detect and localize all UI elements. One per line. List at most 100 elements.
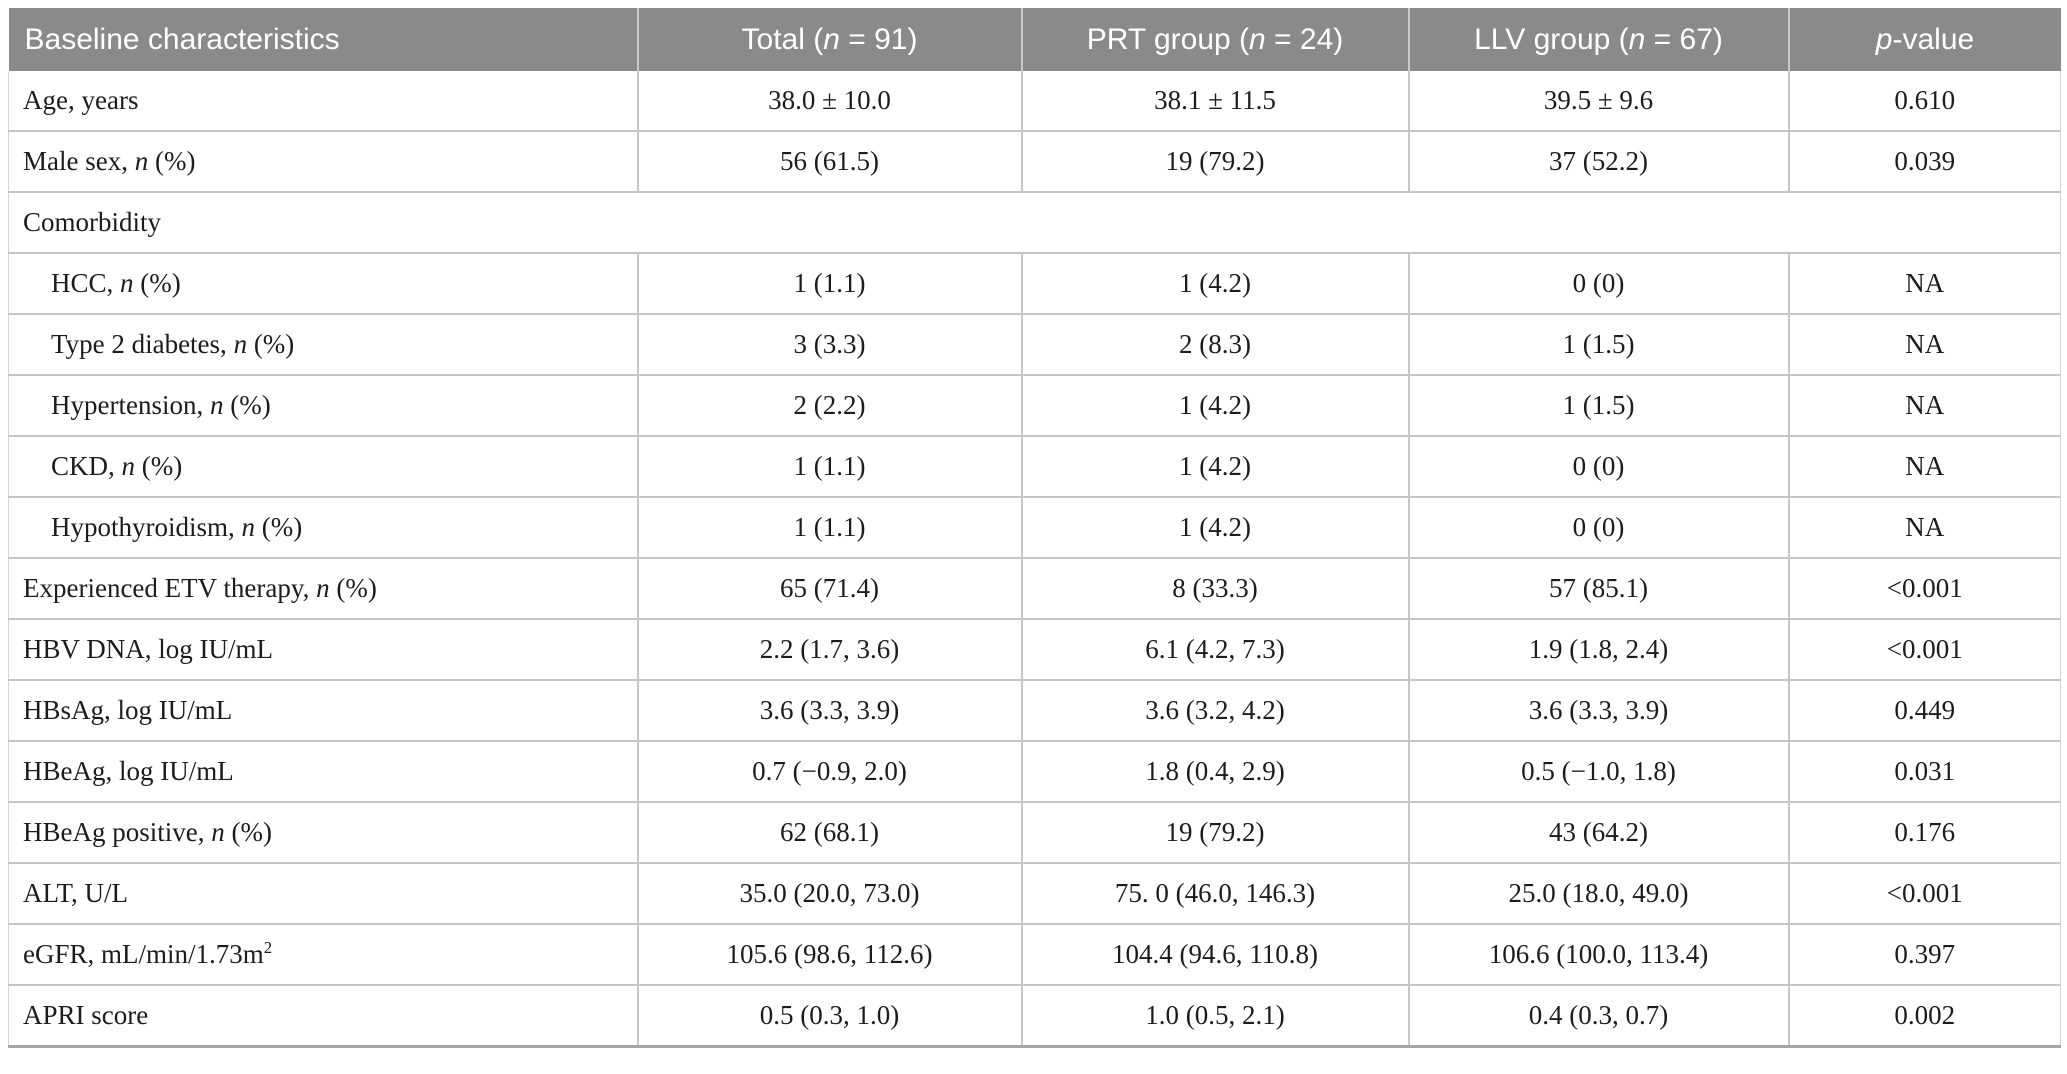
row-label: HBV DNA, log IU/mL [8,619,638,681]
row-label: APRI score [8,985,638,1048]
table-row: Experienced ETV therapy, n (%) 65 (71.4) 8… [8,558,2061,620]
cell-value: 75. 0 (46.0, 146.3) [1020,863,1409,925]
row-label: Experienced ETV therapy, n (%) [8,558,638,620]
column-header-llv-group: LLV group (n = 67) [1407,8,1789,71]
row-label: Male sex, n (%) [8,131,638,193]
cell-value: 104.4 (94.6, 110.8) [1020,924,1409,986]
cell-value: 0.002 [1787,985,2061,1048]
cell-value: 2.2 (1.7, 3.6) [636,619,1022,681]
cell-value: 56 (61.5) [636,131,1022,193]
cell-value: 106.6 (100.0, 113.4) [1407,924,1789,986]
table-row: Hypertension, n (%) 2 (2.2) 1 (4.2) 1 (1.5)… [8,375,2061,437]
table-row: HBeAg positive, n (%) 62 (68.1) 19 (79.2) 4… [8,802,2061,864]
cell-value: 0.7 (−0.9, 2.0) [636,741,1022,803]
table-row: CKD, n (%) 1 (1.1) 1 (4.2) 0 (0) NA [8,436,2061,498]
row-label: Age, years [8,71,638,132]
table-row: eGFR, mL/min/1.73m2 105.6 (98.6, 112.6) 10… [8,924,2061,986]
cell-value: NA [1787,314,2061,376]
cell-value: 0.397 [1787,924,2061,986]
row-label: HBeAg positive, n (%) [8,802,638,864]
column-header-p-value: p-value [1787,8,2061,71]
cell-value: 1 (4.2) [1020,253,1409,315]
cell-value: 1.9 (1.8, 2.4) [1407,619,1789,681]
row-label: Type 2 diabetes, n (%) [8,314,638,376]
table-row: Hypothyroidism, n (%) 1 (1.1) 1 (4.2) 0 (0)… [8,497,2061,559]
cell-value: 0 (0) [1407,436,1789,498]
cell-value: 0.031 [1787,741,2061,803]
cell-value: <0.001 [1787,863,2061,925]
column-header-baseline-characteristics: Baseline characteristics [8,8,638,71]
cell-value: 35.0 (20.0, 73.0) [636,863,1022,925]
cell-value: 0 (0) [1407,497,1789,559]
row-label: Hypertension, n (%) [8,375,638,437]
cell-value: 0.610 [1787,71,2061,132]
cell-value: 3.6 (3.3, 3.9) [1407,680,1789,742]
cell-value: 8 (33.3) [1020,558,1409,620]
section-row: Comorbidity [8,192,2061,254]
cell-value: 2 (8.3) [1020,314,1409,376]
cell-value: 1.8 (0.4, 2.9) [1020,741,1409,803]
cell-value: 19 (79.2) [1020,802,1409,864]
table-row: Type 2 diabetes, n (%) 3 (3.3) 2 (8.3) 1 (1… [8,314,2061,376]
table-row: Male sex, n (%) 56 (61.5) 19 (79.2) 37 (52.… [8,131,2061,193]
column-header-total: Total (n = 91) [636,8,1022,71]
column-header-prt-group: PRT group (n = 24) [1020,8,1409,71]
cell-value: 1 (1.5) [1407,375,1789,437]
cell-value: 43 (64.2) [1407,802,1789,864]
table-header: Baseline characteristics Total (n = 91) … [8,8,2061,71]
cell-value: 105.6 (98.6, 112.6) [636,924,1022,986]
cell-value: 1 (1.1) [636,497,1022,559]
row-label: Hypothyroidism, n (%) [8,497,638,559]
row-label: HCC, n (%) [8,253,638,315]
cell-value: 1 (1.1) [636,436,1022,498]
cell-value: 0.449 [1787,680,2061,742]
cell-value: 0.5 (−1.0, 1.8) [1407,741,1789,803]
cell-value: 3 (3.3) [636,314,1022,376]
table-row: APRI score 0.5 (0.3, 1.0) 1.0 (0.5, 2.1) 0.… [8,985,2061,1048]
cell-value: 19 (79.2) [1020,131,1409,193]
row-label: CKD, n (%) [8,436,638,498]
cell-value: 0.4 (0.3, 0.7) [1407,985,1789,1048]
cell-value: 65 (71.4) [636,558,1022,620]
cell-value: 62 (68.1) [636,802,1022,864]
page: Baseline characteristics Total (n = 91) … [8,8,2061,1048]
row-label: ALT, U/L [8,863,638,925]
table-row: ALT, U/L 35.0 (20.0, 73.0) 75. 0 (46.0, 14… [8,863,2061,925]
table-row: HBeAg, log IU/mL 0.7 (−0.9, 2.0) 1.8 (0.4,… [8,741,2061,803]
cell-value: 1 (1.1) [636,253,1022,315]
table-row: HCC, n (%) 1 (1.1) 1 (4.2) 0 (0) NA [8,253,2061,315]
cell-value: 1 (4.2) [1020,497,1409,559]
row-label: HBsAg, log IU/mL [8,680,638,742]
cell-value: 57 (85.1) [1407,558,1789,620]
cell-value: 38.1 ± 11.5 [1020,71,1409,132]
cell-value: NA [1787,436,2061,498]
cell-value: <0.001 [1787,558,2061,620]
table-row: HBsAg, log IU/mL 3.6 (3.3, 3.9) 3.6 (3.2, … [8,680,2061,742]
cell-value: 1 (4.2) [1020,436,1409,498]
cell-value: 3.6 (3.3, 3.9) [636,680,1022,742]
row-label: Comorbidity [8,192,2061,254]
cell-value: 0 (0) [1407,253,1789,315]
cell-value: NA [1787,375,2061,437]
cell-value: NA [1787,497,2061,559]
cell-value: 0.5 (0.3, 1.0) [636,985,1022,1048]
table-row: Age, years 38.0 ± 10.0 38.1 ± 11.5 39.5 ± 9… [8,71,2061,132]
cell-value: <0.001 [1787,619,2061,681]
table-row: HBV DNA, log IU/mL 2.2 (1.7, 3.6) 6.1 (4.2… [8,619,2061,681]
header-row: Baseline characteristics Total (n = 91) … [8,8,2061,71]
row-label: HBeAg, log IU/mL [8,741,638,803]
row-label: eGFR, mL/min/1.73m2 [8,924,638,986]
cell-value: 2 (2.2) [636,375,1022,437]
cell-value: 39.5 ± 9.6 [1407,71,1789,132]
cell-value: NA [1787,253,2061,315]
cell-value: 0.039 [1787,131,2061,193]
cell-value: 37 (52.2) [1407,131,1789,193]
baseline-characteristics-table: Baseline characteristics Total (n = 91) … [8,8,2061,1048]
cell-value: 6.1 (4.2, 7.3) [1020,619,1409,681]
cell-value: 3.6 (3.2, 4.2) [1020,680,1409,742]
cell-value: 0.176 [1787,802,2061,864]
cell-value: 1 (1.5) [1407,314,1789,376]
cell-value: 1 (4.2) [1020,375,1409,437]
cell-value: 38.0 ± 10.0 [636,71,1022,132]
